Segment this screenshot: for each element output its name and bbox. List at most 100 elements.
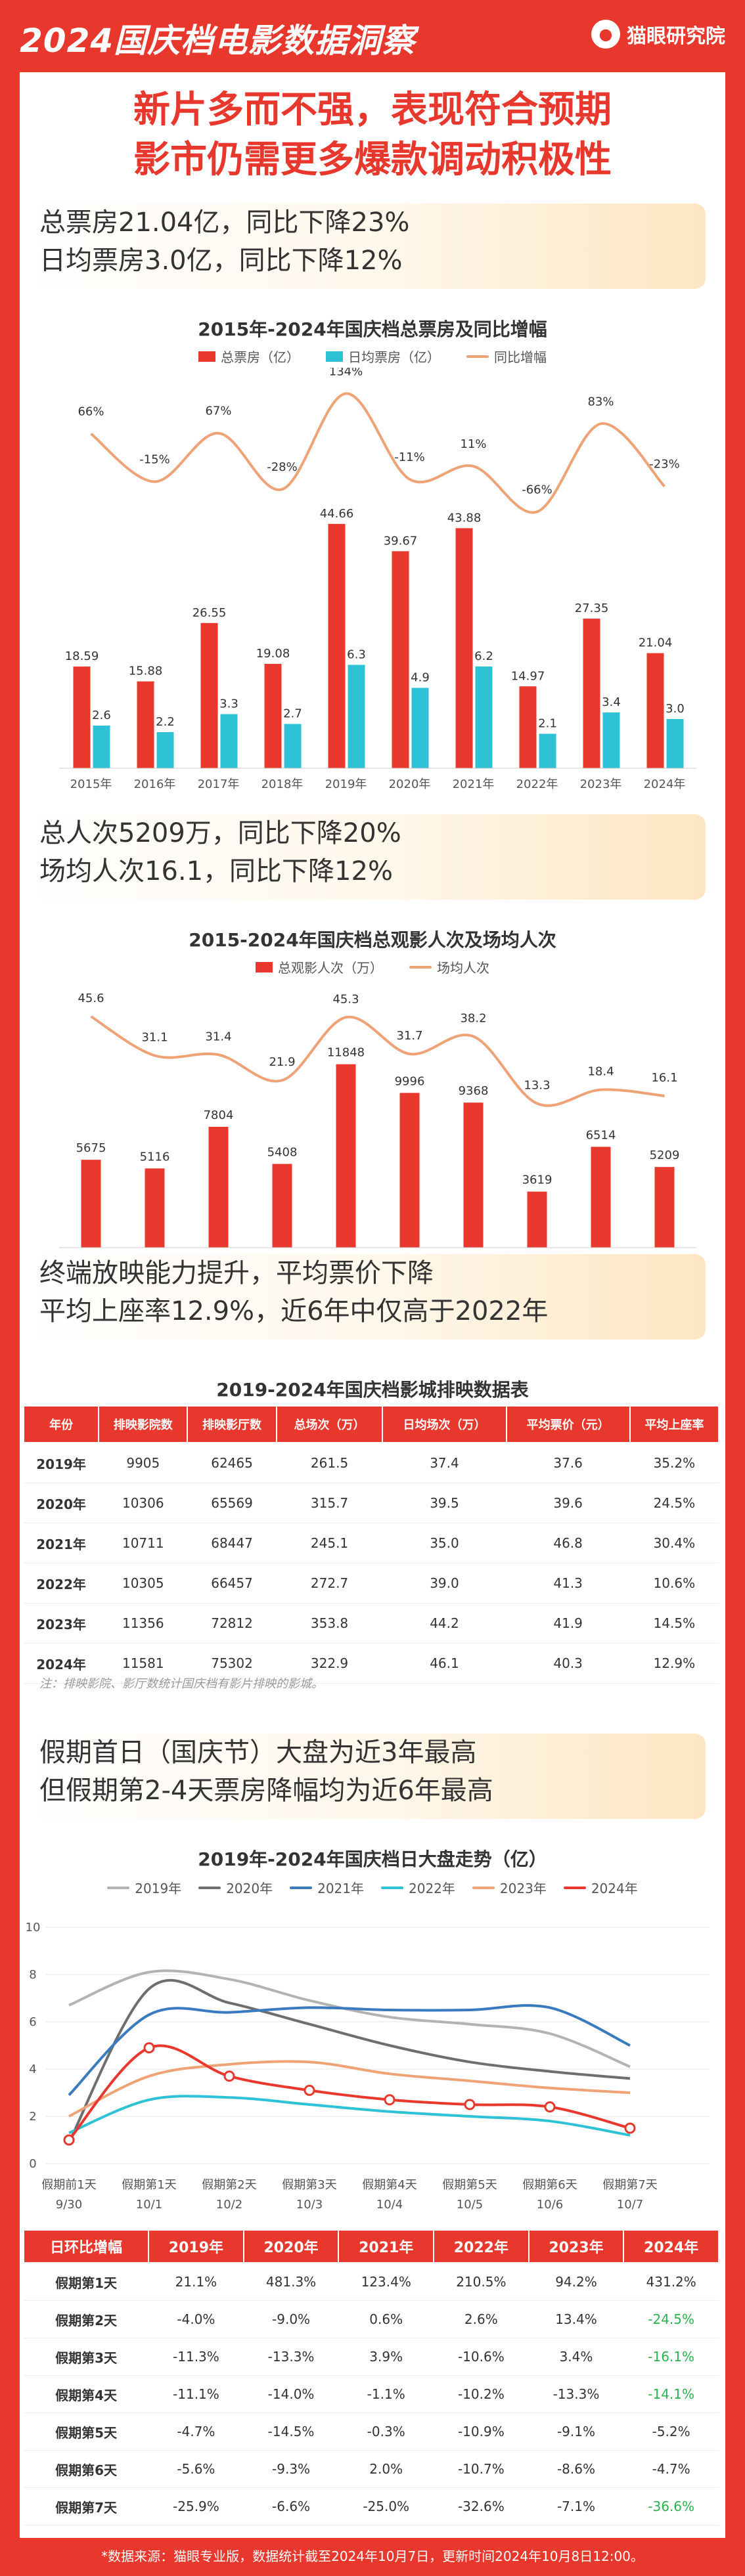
bar-total-boxoffice bbox=[73, 666, 91, 768]
table-cell: -9.1% bbox=[528, 2412, 624, 2451]
bar-daily-label: 3.4 bbox=[602, 695, 621, 709]
x-tick-sublabel: 10/1 bbox=[136, 2198, 162, 2212]
line-series-2020年 bbox=[68, 1978, 631, 2143]
table-cell: 11581 bbox=[99, 1643, 188, 1684]
content-card: 新片多而不强，表现符合预期 影市仍需更多爆款调动积极性 总票房21.04亿，同比… bbox=[20, 72, 725, 2538]
legend-item: 2024年 bbox=[563, 1878, 638, 1897]
y-tick-label: 4 bbox=[29, 2063, 36, 2076]
x-tick-label: 假期第1天 bbox=[122, 2178, 176, 2192]
page-title: 2024国庆档电影数据洞察 bbox=[20, 22, 416, 60]
legend-label: 2021年 bbox=[317, 1881, 364, 1896]
table-cell: 假期第4天 bbox=[24, 2375, 149, 2413]
table-cell: 10306 bbox=[99, 1483, 188, 1523]
table-cell: 65569 bbox=[187, 1483, 277, 1523]
table-cell: 0.6% bbox=[338, 2300, 434, 2338]
line-point-label: 31.4 bbox=[205, 1030, 231, 1043]
bar-daily-boxoffice bbox=[602, 712, 620, 768]
x-tick-label: 2017年 bbox=[198, 777, 240, 791]
x-tick-sublabel: 10/4 bbox=[376, 2198, 403, 2212]
table-cell: 41.3 bbox=[506, 1563, 630, 1604]
brand-name: 猫眼研究院 bbox=[627, 25, 725, 48]
table-cell: -32.6% bbox=[434, 2487, 529, 2525]
table-cell: 假期第1天 bbox=[24, 2263, 149, 2301]
table-cell: -10.2% bbox=[434, 2375, 529, 2413]
chart3-legend: 2019年 2020年 2021年 2022年 2023年 2024年 bbox=[20, 1878, 725, 1897]
table-header-cell: 排映影院数 bbox=[98, 1405, 189, 1443]
line-point-label: 18.4 bbox=[587, 1065, 614, 1079]
bar-total-label: 26.55 bbox=[192, 606, 227, 620]
bar-daily-label: 2.1 bbox=[538, 717, 557, 731]
daily-change-table: 日环比增幅 2019年 2020年 2021年 2022年 2023年 2024年 假期第1天… bbox=[22, 2229, 719, 2525]
line-point-label: 83% bbox=[587, 395, 614, 408]
section1-line1: 总票房21.04亿，同比下降23% bbox=[39, 207, 410, 238]
bar-daily-boxoffice bbox=[666, 719, 684, 768]
y-tick-label: 2 bbox=[29, 2110, 36, 2124]
table-header-cell: 总场次（万） bbox=[275, 1405, 384, 1443]
line-point-label: 45.3 bbox=[332, 992, 359, 1006]
section-box-boxoffice: 总票房21.04亿，同比下降23% 日均票房3.0亿，同比下降12% bbox=[20, 204, 706, 289]
legend-label: 日均票房（亿） bbox=[348, 349, 440, 365]
cat-logo-icon: ● bbox=[591, 20, 620, 49]
bar-total-label: 19.08 bbox=[256, 647, 290, 661]
section4-line2: 但假期第2-4天票房降幅均为近6年最高 bbox=[39, 1776, 493, 1806]
x-tick-label: 2019年 bbox=[325, 777, 367, 791]
section3-line1: 终端放映能力提升，平均票价下降 bbox=[39, 1258, 434, 1288]
table-cell: -5.2% bbox=[623, 2412, 719, 2451]
table-header-cell: 年份 bbox=[22, 1405, 100, 1443]
section-box-daily: 假期首日（国庆节）大盘为近3年最高 但假期第2-4天票房降幅均为近6年最高 bbox=[20, 1734, 706, 1819]
bar-daily-boxoffice bbox=[93, 726, 110, 768]
legend-item: 2022年 bbox=[381, 1878, 455, 1897]
line-point-marker bbox=[304, 2084, 315, 2096]
table-cell: 10305 bbox=[99, 1563, 188, 1604]
screening-table: 年份 排映影院数 排映影厅数 总场次（万） 日均场次（万） 平均票价（元） 平均上座率 201… bbox=[22, 1405, 720, 1684]
line-point-marker bbox=[624, 2122, 636, 2134]
bar-total-boxoffice bbox=[392, 551, 409, 768]
table-header-row: 年份 排映影院数 排映影厅数 总场次（万） 日均场次（万） 平均票价（元） 平均上座率 bbox=[22, 1405, 720, 1443]
table-row: 假期第7天 -25.9% -6.6% -25.0% -32.6% -7.1% -36.6% bbox=[24, 2487, 719, 2525]
bar-daily-label: 2.2 bbox=[156, 715, 175, 729]
table-cell: 41.9 bbox=[506, 1603, 630, 1644]
legend-swatch bbox=[409, 965, 432, 969]
x-tick-label: 2015年 bbox=[70, 777, 112, 791]
table-cell: -11.3% bbox=[148, 2338, 244, 2376]
table-cell: 2.0% bbox=[338, 2450, 434, 2488]
bar-total-label: 21.04 bbox=[639, 636, 673, 650]
bar-admissions bbox=[208, 1127, 229, 1248]
line-point-marker bbox=[384, 2094, 395, 2106]
x-tick-sublabel: 10/6 bbox=[537, 2198, 563, 2212]
table-header-cell: 平均上座率 bbox=[629, 1405, 720, 1443]
legend-item: 场均人次 bbox=[409, 957, 489, 976]
x-tick-label: 假期第6天 bbox=[522, 2178, 577, 2192]
bar-daily-boxoffice bbox=[475, 666, 493, 768]
headline-line2: 影市仍需更多爆款调动积极性 bbox=[133, 139, 612, 181]
table-cell: -10.6% bbox=[434, 2338, 529, 2376]
table-row: 2020年 10306 65569 315.7 39.5 39.6 24.5% bbox=[24, 1483, 719, 1523]
table-cell: 假期第7天 bbox=[24, 2487, 149, 2525]
bar-total-label: 27.35 bbox=[575, 601, 609, 615]
table-cell: 35.2% bbox=[629, 1443, 719, 1483]
table-cell: 9905 bbox=[99, 1443, 188, 1483]
table-header-cell: 平均票价（元） bbox=[505, 1405, 631, 1443]
table-cell: 210.5% bbox=[434, 2263, 529, 2301]
line-point-label: 38.2 bbox=[460, 1011, 486, 1025]
table-cell: 46.1 bbox=[382, 1643, 507, 1684]
table-row: 假期第5天 -4.7% -14.5% -0.3% -10.9% -9.1% -5.2% bbox=[24, 2412, 719, 2451]
table-cell: -9.0% bbox=[243, 2300, 339, 2338]
section4-line1: 假期首日（国庆节）大盘为近3年最高 bbox=[39, 1737, 477, 1768]
table-cell: 75302 bbox=[187, 1643, 277, 1684]
table-cell: 315.7 bbox=[276, 1483, 383, 1523]
table-cell: 2022年 bbox=[24, 1563, 99, 1604]
table-header-cell: 2021年 bbox=[338, 2229, 435, 2263]
table-cell: 431.2% bbox=[623, 2263, 719, 2301]
table-cell: -4.7% bbox=[148, 2412, 244, 2451]
table-cell: -13.3% bbox=[243, 2338, 339, 2376]
table-cell: -14.5% bbox=[243, 2412, 339, 2451]
table-header-cell: 排映影厅数 bbox=[187, 1405, 277, 1443]
table-row: 假期第4天 -11.1% -14.0% -1.1% -10.2% -13.3% -14.1% bbox=[24, 2375, 719, 2413]
table-cell: -25.9% bbox=[148, 2487, 244, 2525]
table-cell: 21.1% bbox=[148, 2263, 244, 2301]
bar-admissions bbox=[399, 1093, 420, 1248]
bar-daily-boxoffice bbox=[156, 732, 174, 768]
bar-total-boxoffice bbox=[583, 619, 600, 768]
legend-swatch bbox=[256, 961, 273, 972]
